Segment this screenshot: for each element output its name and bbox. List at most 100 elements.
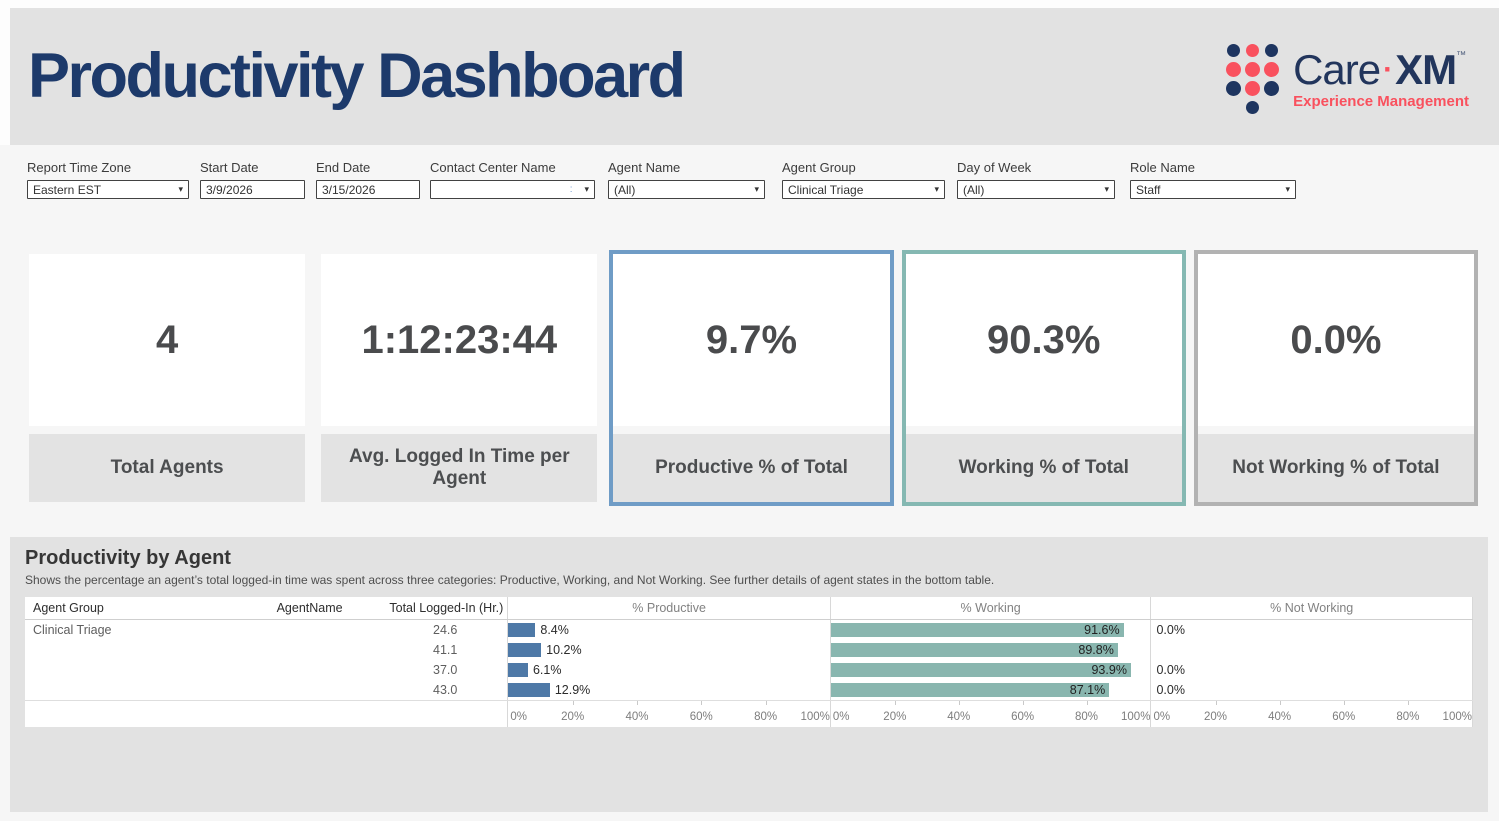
- agent-name-dropdown[interactable]: (All) ▾: [608, 180, 765, 199]
- productive-bar[interactable]: [508, 643, 542, 657]
- total-logged-in-cell: 41.1: [433, 643, 458, 657]
- bar-value-label: 89.8%: [1078, 643, 1114, 657]
- kpi-value: 90.3%: [905, 254, 1182, 426]
- working-bar[interactable]: [830, 683, 1110, 697]
- filter-value: 3/9/2026: [206, 182, 253, 197]
- carexm-logo: Care · XM ™ Experience Management: [1226, 43, 1469, 115]
- agent-group-cell: [25, 640, 245, 660]
- logo-dot-empty: [1265, 101, 1278, 114]
- chevron-down-icon: ▾: [584, 184, 589, 194]
- axis-tick-mark: [701, 701, 703, 705]
- axis-tick-label: 20%: [561, 711, 585, 723]
- axis-tick-label: 80%: [1075, 711, 1099, 723]
- table-row: 41.1 10.2% 89.8%: [25, 640, 1473, 660]
- brand-dot-icon: ·: [1383, 52, 1393, 86]
- kpi-label: Not Working % of Total: [1197, 434, 1475, 502]
- chart-cell: 0.0%: [1150, 660, 1473, 680]
- filter-label: Agent Group: [782, 160, 856, 175]
- axis-tick-label: 40%: [947, 711, 971, 723]
- logo-dot: [1226, 80, 1242, 96]
- filter-label: Agent Name: [608, 160, 681, 175]
- filter-role-name: Role Name Staff ▾: [1130, 160, 1296, 199]
- agent-name-cell: [245, 680, 375, 700]
- chart-cell: 12.9%: [507, 680, 830, 700]
- page-top-margin: [0, 0, 1499, 8]
- filter-label: Contact Center Name: [430, 160, 556, 175]
- role-name-dropdown[interactable]: Staff ▾: [1130, 180, 1296, 199]
- kpi-gap: [906, 426, 1182, 434]
- chart-cell: 6.1%: [507, 660, 830, 680]
- chevron-down-icon: ▾: [178, 184, 183, 194]
- page-left-margin: [0, 0, 10, 145]
- bar-value-label: 0.0%: [1156, 663, 1185, 677]
- chart-cell: 10.2%: [507, 640, 830, 660]
- axis-tick-mark: [958, 701, 960, 705]
- trademark-symbol: ™: [1456, 49, 1466, 61]
- report-time-zone-dropdown[interactable]: Eastern EST ▾: [27, 180, 189, 199]
- kpi-value: 1:12:23:44: [321, 254, 598, 426]
- section-title: Productivity by Agent: [25, 547, 231, 569]
- filter-start-date: Start Date 3/9/2026: [200, 160, 305, 199]
- page-title: Productivity Dashboard: [28, 41, 686, 111]
- kpi-card-total-agents[interactable]: 4 Total Agents: [25, 250, 309, 506]
- filter-value: Eastern EST: [33, 182, 102, 197]
- axis-tick-label: 40%: [1268, 711, 1292, 723]
- logo-dot: [1245, 80, 1261, 96]
- filter-value: (All): [614, 182, 636, 197]
- working-bar[interactable]: [830, 623, 1124, 637]
- day-of-week-dropdown[interactable]: (All) ▾: [957, 180, 1115, 199]
- end-date-input[interactable]: 3/15/2026: [316, 180, 420, 199]
- axis-cell: 0% 20% 40% 60% 80% 100%: [1150, 701, 1473, 727]
- axis-tick-mark: [636, 701, 638, 705]
- axis-cell: 0% 20% 40% 60% 80% 100%: [829, 701, 1150, 727]
- filter-value: :: [569, 184, 573, 195]
- section-subtitle: Shows the percentage an agent’s total lo…: [25, 573, 995, 587]
- logo-dot: [1227, 43, 1241, 57]
- chevron-down-icon: ▾: [934, 184, 939, 194]
- kpi-card-avg-logged-in-time-per-agent[interactable]: 1:12:23:44 Avg. Logged In Time per Agent: [317, 250, 601, 506]
- axis-tick-mark: [572, 701, 574, 705]
- kpi-label: Working % of Total: [905, 434, 1182, 502]
- kpi-card-not-working-of-total[interactable]: 0.0% Not Working % of Total: [1193, 250, 1479, 506]
- axis-cell: 0% 20% 40% 60% 80% 100%: [507, 701, 830, 727]
- productive-bar[interactable]: [508, 663, 528, 677]
- filter-label: End Date: [316, 160, 371, 175]
- productive-bar[interactable]: [508, 623, 536, 637]
- bar-value-label: 93.9%: [1091, 663, 1127, 677]
- agent-name-cell: [245, 660, 375, 680]
- kpi-label: Total Agents: [29, 434, 306, 502]
- axis-tick-label: 60%: [1332, 711, 1356, 723]
- productivity-panel: Productivity by Agent Shows the percenta…: [10, 537, 1488, 812]
- axis-tick-label: 20%: [883, 711, 907, 723]
- agent-group-cell: Clinical Triage: [33, 623, 112, 637]
- agent-group-dropdown[interactable]: Clinical Triage ▾: [782, 180, 945, 199]
- kpi-card-working-of-total[interactable]: 90.3% Working % of Total: [901, 250, 1186, 506]
- axis-tick-mark: [1022, 701, 1024, 705]
- total-logged-in-cell: 43.0: [433, 683, 458, 697]
- logo-dot: [1246, 100, 1260, 114]
- kpi-row: 4 Total Agents 1:12:23:44 Avg. Logged In Ti…: [25, 250, 1479, 506]
- agent-group-cell: [25, 680, 245, 700]
- chart-cell: 91.6%: [829, 620, 1151, 640]
- kpi-card-productive-of-total[interactable]: 9.7% Productive % of Total: [609, 250, 894, 506]
- chart-cell: 0.0%: [1150, 620, 1473, 640]
- start-date-input[interactable]: 3/9/2026: [200, 180, 305, 199]
- filter-value: Staff: [1136, 182, 1161, 197]
- productive-bar[interactable]: [508, 683, 550, 697]
- chart-cell: 87.1%: [829, 680, 1151, 700]
- working-bar[interactable]: [830, 663, 1131, 677]
- chart-cell: 93.9%: [829, 660, 1151, 680]
- total-logged-in-cell: 37.0: [433, 663, 458, 677]
- bar-value-label: 0.0%: [1156, 683, 1185, 697]
- contact-center-name-dropdown[interactable]: : ▾: [430, 180, 595, 199]
- brand-care: Care: [1293, 45, 1381, 93]
- carexm-dots-icon: [1226, 43, 1280, 115]
- kpi-gap: [321, 426, 597, 434]
- kpi-gap: [29, 426, 305, 434]
- logo-dot-empty: [1227, 101, 1240, 114]
- kpi-gap: [613, 426, 889, 434]
- kpi-label: Avg. Logged In Time per Agent: [321, 434, 598, 502]
- axis-tick-label: 100%: [1442, 711, 1472, 723]
- working-bar[interactable]: [830, 643, 1118, 657]
- logo-dot: [1226, 61, 1242, 77]
